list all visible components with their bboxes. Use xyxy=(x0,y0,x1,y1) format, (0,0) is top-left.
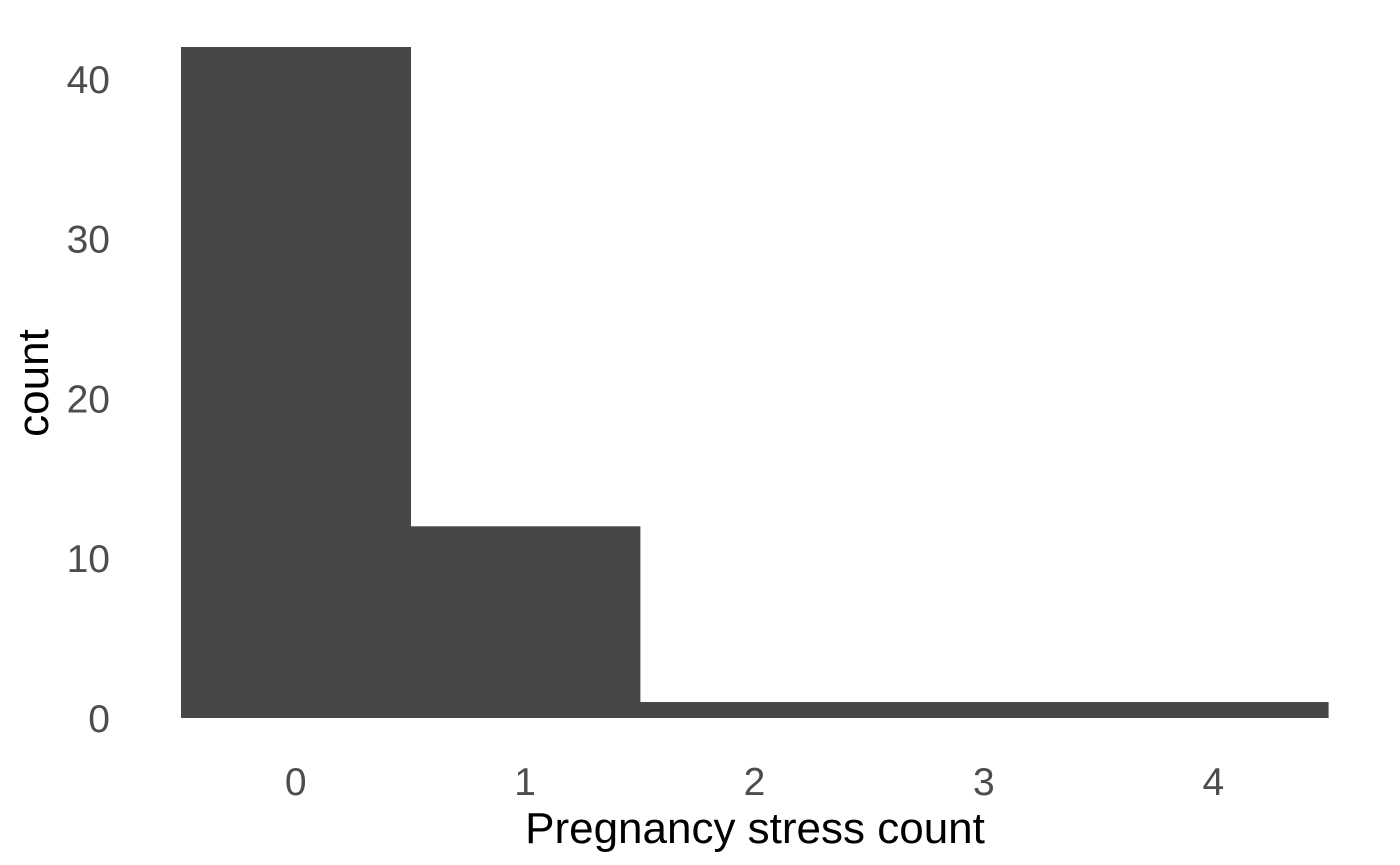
x-tick-label: 4 xyxy=(1202,761,1224,804)
y-tick-label: 0 xyxy=(88,698,110,741)
x-tick-label: 0 xyxy=(285,761,307,804)
y-tick-label: 30 xyxy=(67,219,110,262)
bar-0 xyxy=(181,47,411,718)
y-axis-ticks: 0 10 20 30 40 xyxy=(67,59,110,741)
bar-3 xyxy=(869,702,1100,718)
y-axis-title: count xyxy=(9,329,58,437)
x-axis-ticks: 0 1 2 3 4 xyxy=(285,761,1224,804)
bar-4 xyxy=(1098,702,1329,718)
x-axis-title: Pregnancy stress count xyxy=(525,804,985,853)
y-tick-label: 10 xyxy=(67,538,110,581)
bar-2 xyxy=(639,702,870,718)
y-tick-label: 40 xyxy=(67,59,110,102)
x-tick-label: 1 xyxy=(514,761,536,804)
x-tick-label: 2 xyxy=(744,761,766,804)
bars-group xyxy=(181,47,1329,718)
bar-1 xyxy=(410,526,641,718)
x-tick-label: 3 xyxy=(973,761,995,804)
y-tick-label: 20 xyxy=(67,378,110,421)
